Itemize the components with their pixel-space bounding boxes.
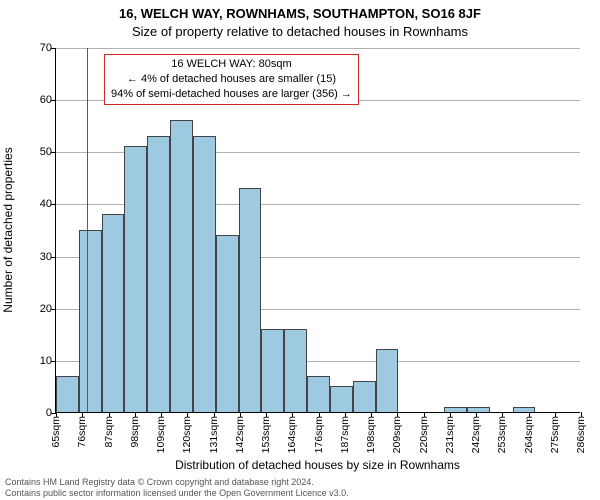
x-tick-label: 153sqm (260, 416, 272, 453)
histogram-bar (79, 230, 102, 413)
chart-title-line2: Size of property relative to detached ho… (0, 24, 600, 39)
x-tick-label: 198sqm (365, 416, 377, 453)
histogram-bar (56, 376, 79, 413)
annotation-line-2: ← 4% of detached houses are smaller (15) (111, 72, 352, 87)
x-tick-label: 142sqm (234, 416, 246, 453)
x-tick-label: 98sqm (129, 416, 141, 448)
histogram-bar (193, 136, 216, 412)
y-tick-label: 60 (40, 94, 52, 106)
x-tick-label: 275sqm (549, 416, 561, 453)
x-tick-label: 253sqm (496, 416, 508, 453)
x-tick-label: 120sqm (181, 416, 193, 453)
x-tick-label: 187sqm (339, 416, 351, 453)
x-tick-label: 264sqm (523, 416, 535, 453)
histogram-bar (170, 120, 193, 412)
y-tick-label: 70 (40, 42, 52, 54)
x-tick-label: 164sqm (286, 416, 298, 453)
y-tick-label: 10 (40, 355, 52, 367)
histogram-bar (513, 407, 536, 412)
x-tick-label: 209sqm (391, 416, 403, 453)
histogram-bar (284, 329, 307, 412)
histogram-bar (444, 407, 467, 412)
histogram-bar (239, 188, 262, 412)
x-tick-label: 65sqm (50, 416, 62, 448)
x-tick-label: 220sqm (418, 416, 430, 453)
histogram-bar (147, 136, 170, 412)
y-tick-label: 20 (40, 303, 52, 315)
histogram-bar (124, 146, 147, 412)
annotation-box: 16 WELCH WAY: 80sqm ← 4% of detached hou… (104, 54, 359, 105)
histogram-bar (353, 381, 376, 412)
y-tick-label: 30 (40, 251, 52, 263)
x-tick-label: 176sqm (313, 416, 325, 453)
footer-line-2: Contains public sector information licen… (5, 488, 349, 498)
gridline (56, 48, 580, 49)
x-tick-label: 231sqm (444, 416, 456, 453)
histogram-bar (330, 386, 353, 412)
x-tick-label: 109sqm (155, 416, 167, 453)
histogram-bar (261, 329, 284, 412)
annotation-line-1: 16 WELCH WAY: 80sqm (111, 57, 352, 72)
footer-attribution: Contains HM Land Registry data © Crown c… (5, 477, 349, 498)
x-tick-label: 131sqm (208, 416, 220, 453)
x-tick-label: 87sqm (103, 416, 115, 448)
histogram-bar (467, 407, 490, 412)
y-tick-label: 50 (40, 146, 52, 158)
histogram-bar (102, 214, 125, 412)
x-tick-label: 242sqm (470, 416, 482, 453)
y-axis-label: Number of detached properties (1, 147, 15, 312)
x-tick-label: 76sqm (76, 416, 88, 448)
annotation-line-3: 94% of semi-detached houses are larger (… (111, 87, 352, 102)
y-tick-label: 40 (40, 198, 52, 210)
histogram-bar (376, 349, 399, 412)
footer-line-1: Contains HM Land Registry data © Crown c… (5, 477, 349, 487)
figure: 16, WELCH WAY, ROWNHAMS, SOUTHAMPTON, SO… (0, 0, 600, 500)
plot-area: 01020304050607065sqm76sqm87sqm98sqm109sq… (55, 48, 580, 413)
histogram-bar (307, 376, 330, 413)
x-tick-label: 286sqm (575, 416, 587, 453)
chart-title-line1: 16, WELCH WAY, ROWNHAMS, SOUTHAMPTON, SO… (0, 6, 600, 21)
histogram-bar (216, 235, 239, 412)
x-axis-label: Distribution of detached houses by size … (55, 458, 580, 472)
marker-line (87, 48, 88, 412)
